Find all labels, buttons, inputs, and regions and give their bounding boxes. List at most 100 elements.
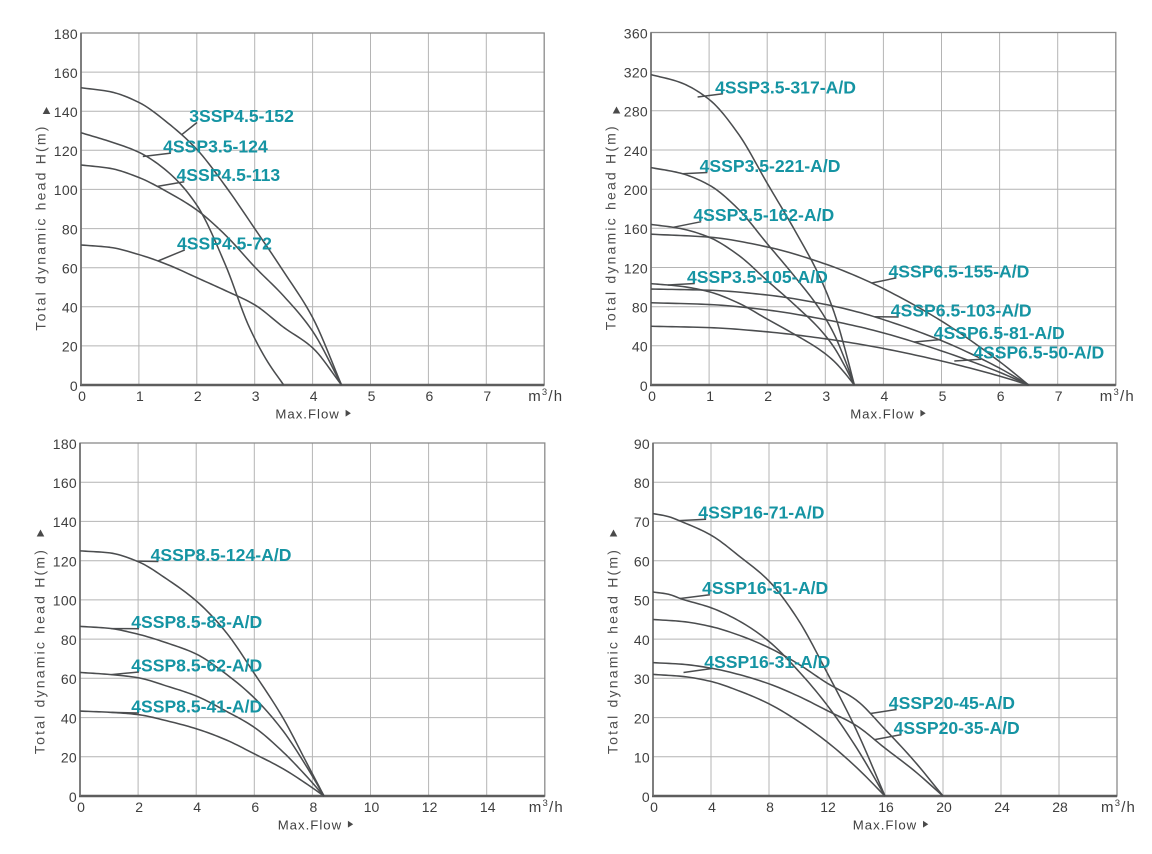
- svg-text:100: 100: [54, 182, 78, 198]
- svg-text:180: 180: [53, 436, 77, 452]
- svg-text:4SSP8.5-62-A/D: 4SSP8.5-62-A/D: [131, 656, 262, 676]
- svg-text:120: 120: [53, 554, 77, 570]
- svg-text:50: 50: [634, 593, 650, 609]
- svg-text:2: 2: [135, 799, 143, 815]
- svg-text:4SSP4.5-72: 4SSP4.5-72: [177, 233, 272, 253]
- svg-text:0: 0: [70, 378, 78, 394]
- svg-text:320: 320: [624, 65, 648, 81]
- svg-text:40: 40: [61, 710, 77, 726]
- svg-text:100: 100: [53, 593, 77, 609]
- svg-text:4SSP20-45-A/D: 4SSP20-45-A/D: [889, 693, 1015, 713]
- svg-text:m3/h: m3/h: [1101, 798, 1136, 816]
- svg-text:0: 0: [78, 388, 86, 404]
- svg-text:12: 12: [422, 799, 438, 815]
- svg-text:4SSP6.5-155-A/D: 4SSP6.5-155-A/D: [889, 261, 1030, 281]
- svg-text:160: 160: [53, 475, 77, 491]
- svg-text:120: 120: [624, 260, 648, 276]
- svg-text:80: 80: [634, 475, 650, 491]
- svg-text:200: 200: [624, 182, 648, 198]
- svg-text:20: 20: [634, 710, 650, 726]
- svg-text:20: 20: [62, 339, 78, 355]
- svg-text:4SSP6.5-81-A/D: 4SSP6.5-81-A/D: [934, 323, 1065, 343]
- svg-text:10: 10: [634, 750, 650, 766]
- svg-text:4SSP16-31-A/D: 4SSP16-31-A/D: [704, 652, 830, 672]
- svg-text:160: 160: [624, 221, 648, 237]
- svg-text:60: 60: [61, 671, 77, 687]
- svg-text:4: 4: [310, 388, 318, 404]
- svg-text:4SSP8.5-124-A/D: 4SSP8.5-124-A/D: [151, 545, 292, 565]
- svg-text:1: 1: [136, 388, 144, 404]
- svg-text:6: 6: [997, 388, 1005, 404]
- svg-text:80: 80: [62, 221, 78, 237]
- svg-text:8: 8: [766, 799, 774, 815]
- svg-text:Max.Flow: Max.Flow: [275, 406, 339, 421]
- svg-text:4: 4: [881, 388, 889, 404]
- svg-text:24: 24: [994, 799, 1010, 815]
- svg-text:80: 80: [632, 300, 648, 316]
- svg-text:3: 3: [252, 388, 260, 404]
- svg-text:3SSP4.5-152: 3SSP4.5-152: [189, 106, 294, 126]
- svg-text:90: 90: [634, 436, 650, 452]
- svg-text:240: 240: [624, 143, 648, 159]
- svg-text:Max.Flow: Max.Flow: [853, 817, 917, 832]
- svg-text:4SSP3.5-105-A/D: 4SSP3.5-105-A/D: [687, 267, 828, 287]
- svg-text:m3/h: m3/h: [1100, 387, 1135, 405]
- svg-text:Max.Flow: Max.Flow: [850, 406, 914, 421]
- svg-text:0: 0: [77, 799, 85, 815]
- svg-text:0: 0: [69, 789, 77, 805]
- svg-text:30: 30: [634, 671, 650, 687]
- svg-text:0: 0: [640, 378, 648, 394]
- svg-text:20: 20: [61, 750, 77, 766]
- svg-text:Total dynamic head H(m): Total dynamic head H(m): [33, 124, 49, 330]
- svg-text:40: 40: [632, 339, 648, 355]
- svg-text:4SSP3.5-317-A/D: 4SSP3.5-317-A/D: [715, 77, 856, 97]
- svg-text:0: 0: [642, 789, 650, 805]
- svg-text:360: 360: [624, 25, 648, 41]
- svg-text:7: 7: [1055, 388, 1063, 404]
- svg-text:4SSP8.5-41-A/D: 4SSP8.5-41-A/D: [131, 697, 262, 717]
- svg-text:12: 12: [820, 799, 836, 815]
- svg-text:4SSP16-71-A/D: 4SSP16-71-A/D: [698, 503, 824, 523]
- svg-text:4SSP4.5-113: 4SSP4.5-113: [177, 165, 281, 185]
- svg-text:4SSP3.5-162-A/D: 4SSP3.5-162-A/D: [693, 205, 834, 225]
- svg-text:80: 80: [61, 632, 77, 648]
- svg-text:4SSP3.5-221-A/D: 4SSP3.5-221-A/D: [700, 156, 841, 176]
- svg-text:2: 2: [764, 388, 772, 404]
- svg-text:120: 120: [54, 143, 78, 159]
- svg-text:3: 3: [822, 388, 830, 404]
- svg-text:Total dynamic head H(m): Total dynamic head H(m): [32, 548, 48, 754]
- svg-text:6: 6: [251, 799, 259, 815]
- svg-text:7: 7: [483, 388, 491, 404]
- svg-text:4SSP16-51-A/D: 4SSP16-51-A/D: [702, 578, 828, 598]
- svg-text:140: 140: [53, 514, 77, 530]
- svg-text:28: 28: [1052, 799, 1068, 815]
- svg-text:Max.Flow: Max.Flow: [278, 817, 342, 832]
- svg-text:6: 6: [426, 388, 434, 404]
- svg-text:4SSP20-35-A/D: 4SSP20-35-A/D: [894, 718, 1020, 738]
- svg-text:140: 140: [54, 104, 78, 120]
- svg-text:4SSP6.5-103-A/D: 4SSP6.5-103-A/D: [891, 301, 1032, 321]
- svg-text:4: 4: [708, 799, 716, 815]
- svg-text:160: 160: [54, 65, 78, 81]
- svg-text:60: 60: [62, 261, 78, 277]
- svg-text:1: 1: [706, 388, 714, 404]
- svg-text:16: 16: [878, 799, 894, 815]
- svg-text:10: 10: [364, 799, 380, 815]
- svg-text:40: 40: [62, 300, 78, 316]
- svg-text:0: 0: [650, 799, 658, 815]
- svg-text:4SSP6.5-50-A/D: 4SSP6.5-50-A/D: [973, 343, 1104, 363]
- svg-text:8: 8: [310, 799, 318, 815]
- svg-text:2: 2: [194, 388, 202, 404]
- svg-text:20: 20: [936, 799, 952, 815]
- svg-text:m3/h: m3/h: [528, 387, 563, 405]
- svg-text:m3/h: m3/h: [529, 798, 564, 816]
- svg-text:0: 0: [648, 388, 656, 404]
- svg-text:5: 5: [939, 388, 947, 404]
- svg-text:Total dynamic head H(m): Total dynamic head H(m): [605, 548, 621, 754]
- svg-text:5: 5: [368, 388, 376, 404]
- svg-text:Total dynamic head H(m): Total dynamic head H(m): [603, 124, 619, 330]
- svg-text:70: 70: [634, 514, 650, 530]
- svg-text:60: 60: [634, 554, 650, 570]
- svg-text:4: 4: [193, 799, 201, 815]
- svg-text:14: 14: [480, 799, 496, 815]
